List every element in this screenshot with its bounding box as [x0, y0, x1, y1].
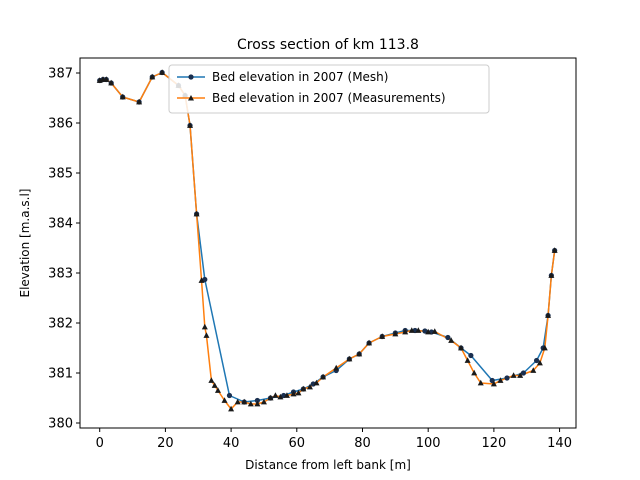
- x-tick-label-60: 60: [289, 436, 306, 451]
- measurement-point: [198, 277, 205, 283]
- measurement-point: [306, 383, 313, 390]
- measurement-point: [159, 69, 166, 75]
- y-axis-label: Elevation [m.a.s.l]: [18, 189, 32, 298]
- chart-title: Cross section of km 113.8: [237, 37, 419, 53]
- mesh-point: [254, 397, 260, 404]
- measurement-point: [408, 327, 415, 333]
- measurement-point: [295, 389, 302, 396]
- mesh-point: [520, 370, 527, 376]
- measurement-point: [333, 364, 340, 371]
- measurement-point: [267, 394, 274, 401]
- measurement-point: [234, 398, 241, 405]
- legend-box: [168, 64, 490, 114]
- measurement-point: [241, 398, 248, 405]
- measurement-point: [458, 344, 465, 351]
- x-tick-label-120: 120: [481, 436, 506, 451]
- measurement-point: [260, 398, 267, 405]
- measurement-point: [366, 339, 373, 346]
- measurement-point: [551, 247, 558, 253]
- measurement-point: [392, 330, 399, 337]
- measurement-point: [541, 344, 548, 351]
- x-tick-label-0: 0: [96, 436, 104, 451]
- measurement-point: [530, 367, 537, 373]
- measurement-point: [208, 377, 215, 383]
- measurement-point: [431, 328, 438, 334]
- measurement-point: [187, 122, 194, 128]
- legend-marker-measurements: [188, 95, 194, 101]
- measurement-point: [254, 400, 261, 407]
- measurement-point: [211, 382, 218, 388]
- legend-label-measurements: Bed elevation in 2007 (Measurements): [212, 91, 446, 105]
- measurement-point: [247, 400, 254, 407]
- measurement-point: [379, 333, 386, 339]
- measurement-point: [203, 332, 210, 338]
- measurement-point: [201, 323, 208, 330]
- measurement-point: [510, 372, 517, 378]
- measurement-point: [193, 210, 200, 217]
- measurement-point: [136, 98, 143, 105]
- y-tick-label-383: 383: [48, 267, 73, 282]
- legend-label-mesh: Bed elevation in 2007 (Mesh): [212, 70, 388, 84]
- measurement-point: [471, 369, 478, 376]
- y-tick-label-380: 380: [48, 417, 73, 432]
- measurement-point: [290, 390, 297, 397]
- measurement-point: [545, 312, 552, 318]
- mesh-point: [504, 375, 510, 381]
- measurement-point: [346, 355, 353, 362]
- mesh-point: [533, 357, 540, 364]
- measurement-point: [477, 379, 484, 386]
- plot-area: [80, 58, 576, 428]
- legend-marker-mesh: [188, 74, 194, 80]
- measurement-point: [490, 380, 497, 387]
- measurement-point: [356, 350, 363, 357]
- x-tick-label-20: 20: [157, 436, 174, 451]
- x-tick-label-80: 80: [354, 436, 371, 451]
- y-tick-label-385: 385: [48, 167, 73, 182]
- measurement-point: [320, 373, 327, 380]
- y-axis: 380 381 382 383 384 385 386 387: [48, 67, 80, 432]
- mesh-point: [202, 276, 208, 283]
- axes-frame: [79, 57, 577, 429]
- measurement-point: [448, 337, 455, 343]
- y-tick-label-381: 381: [48, 367, 73, 382]
- measurement-point: [277, 393, 284, 400]
- measurement-point: [402, 328, 409, 335]
- measurement-point: [517, 372, 524, 378]
- measurement-point: [464, 357, 471, 363]
- measurement-point: [283, 392, 290, 398]
- measurement-point: [300, 385, 307, 392]
- measurement-point: [108, 79, 115, 86]
- measurement-point: [415, 327, 422, 333]
- measurement-point: [221, 397, 228, 403]
- legend: Bed elevation in 2007 (Mesh) Bed elevati…: [168, 64, 490, 114]
- x-tick-label-140: 140: [547, 436, 572, 451]
- measurement-point: [425, 328, 432, 335]
- measurement-point: [272, 392, 279, 398]
- mesh-point: [422, 328, 428, 334]
- measurement-point: [313, 379, 320, 386]
- x-tick-label-40: 40: [223, 436, 240, 451]
- measurement-point: [548, 272, 555, 278]
- measurement-point: [149, 73, 156, 80]
- x-axis-label: Distance from left bank [m]: [245, 458, 411, 472]
- measurement-point: [214, 387, 221, 393]
- measurement-point: [103, 76, 110, 82]
- y-tick-label-382: 382: [48, 317, 73, 332]
- measurement-point: [497, 377, 504, 383]
- measurement-point: [228, 405, 235, 412]
- measurement-point: [536, 359, 543, 366]
- y-tick-label-387: 387: [48, 67, 73, 82]
- y-tick-label-386: 386: [48, 117, 73, 132]
- measurement-point: [119, 93, 126, 100]
- y-tick-label-384: 384: [48, 217, 73, 232]
- mesh-point: [445, 334, 451, 341]
- mesh-point: [226, 392, 233, 399]
- mesh-point: [468, 352, 474, 359]
- x-tick-label-100: 100: [416, 436, 441, 451]
- x-axis: 0 20 40 60 80 100 120 140: [96, 428, 572, 451]
